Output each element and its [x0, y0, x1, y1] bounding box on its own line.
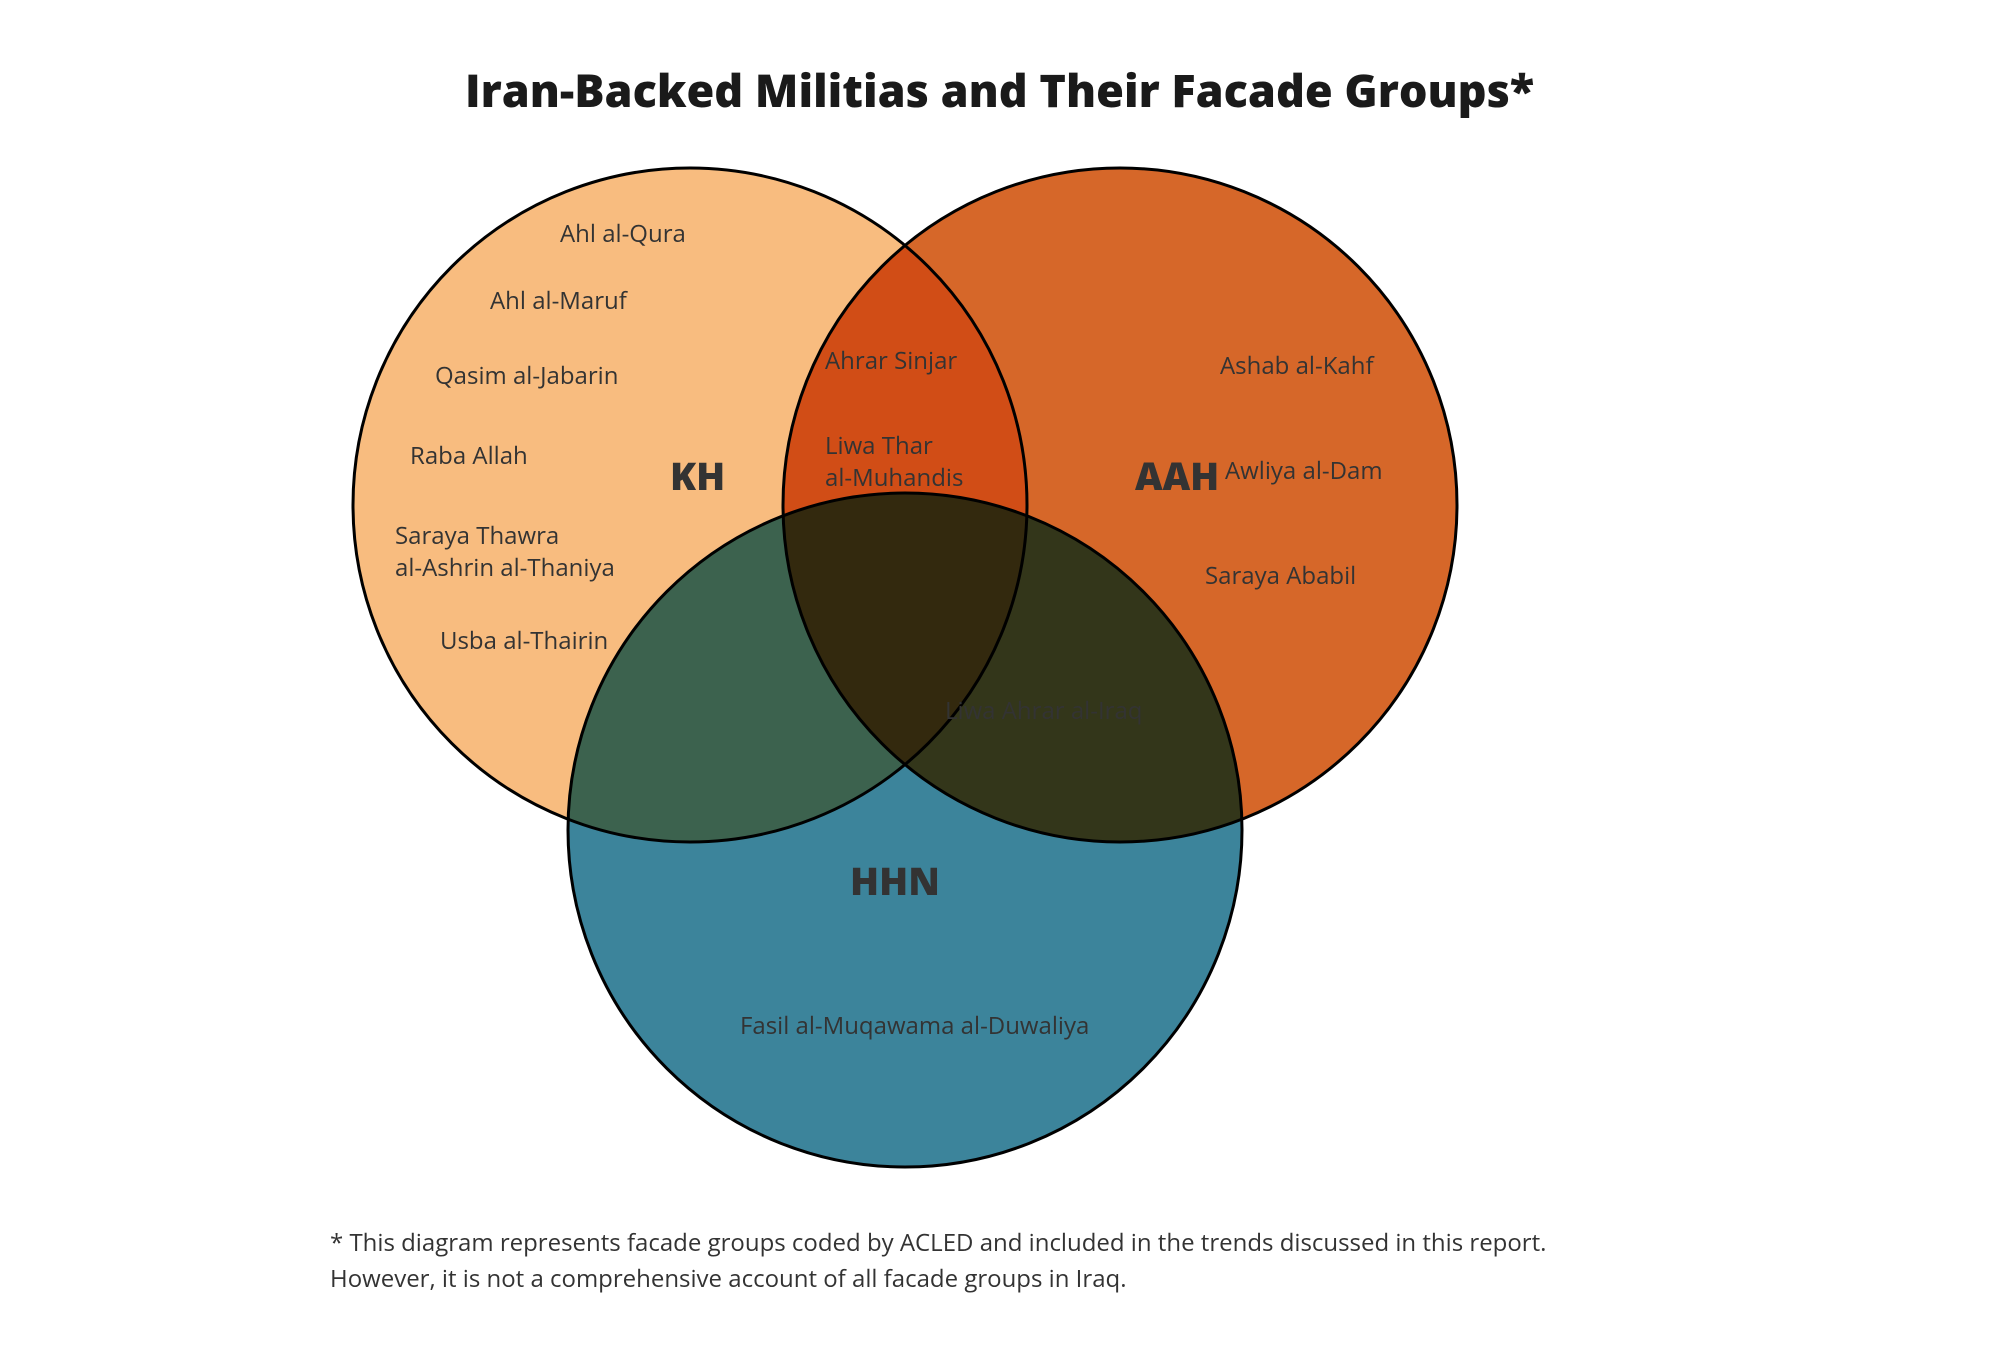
- venn-item: Liwa Thar al-Muhandis: [825, 430, 963, 495]
- set-label-hhn: HHN: [850, 855, 940, 907]
- venn-item: Qasim al-Jabarin: [435, 360, 618, 392]
- venn-svg: [0, 0, 1999, 1354]
- set-label-aah: AAH: [1135, 450, 1219, 502]
- venn-item: Saraya Thawra al-Ashrin al-Thaniya: [395, 520, 615, 585]
- venn-item: Liwa Ahrar al-Iraq: [945, 695, 1142, 727]
- venn-item: Raba Allah: [410, 440, 528, 472]
- venn-item: Ashab al-Kahf: [1220, 350, 1374, 382]
- venn-item: Saraya Ababil: [1205, 560, 1356, 592]
- venn-item: Ahl al-Maruf: [490, 285, 627, 317]
- venn-circle-aah: [783, 168, 1457, 842]
- venn-item: Awliya al-Dam: [1225, 455, 1383, 487]
- venn-item: Fasil al-Muqawama al-Duwaliya: [740, 1010, 1089, 1042]
- set-label-kh: KH: [670, 450, 725, 502]
- venn-item: Usba al-Thairin: [440, 625, 608, 657]
- footnote-text: * This diagram represents facade groups …: [330, 1225, 1546, 1297]
- venn-diagram-canvas: Iran-Backed Militias and Their Facade Gr…: [0, 0, 1999, 1354]
- venn-item: Ahl al-Qura: [560, 218, 686, 250]
- venn-item: Ahrar Sinjar: [825, 345, 957, 377]
